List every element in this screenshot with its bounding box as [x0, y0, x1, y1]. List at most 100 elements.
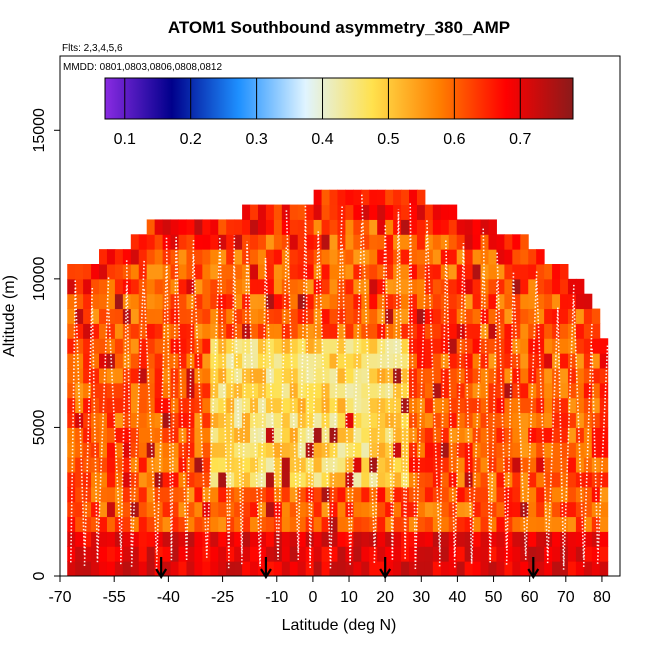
- heatmap-cell: [464, 264, 474, 280]
- heatmap-cell: [424, 442, 434, 458]
- flight-profile-segment: [404, 234, 411, 559]
- heatmap-cell: [321, 323, 331, 339]
- heatmap-cell: [393, 189, 402, 206]
- x-tick-label: -70: [48, 589, 71, 606]
- heatmap-cell: [99, 442, 108, 458]
- heatmap-cell: [432, 204, 442, 220]
- heatmap-cell: [226, 293, 235, 310]
- heatmap-cell: [99, 561, 108, 576]
- heatmap-cell: [401, 293, 410, 310]
- heatmap-cell: [552, 516, 561, 532]
- heatmap-cell: [591, 546, 601, 562]
- heatmap-cell: [472, 516, 482, 532]
- heatmap-cell: [591, 501, 601, 518]
- heatmap-cell: [83, 368, 92, 384]
- heatmap-cell: [194, 457, 203, 473]
- heatmap-cell: [289, 531, 299, 547]
- heatmap-cell: [599, 486, 609, 503]
- heatmap-cell: [567, 561, 577, 576]
- heatmap-cell: [472, 531, 482, 547]
- heatmap-cell: [377, 561, 386, 576]
- heatmap-cell: [424, 546, 434, 562]
- heatmap-cell: [369, 486, 378, 503]
- heatmap-cell: [273, 353, 283, 369]
- heatmap-cell: [242, 397, 251, 414]
- heatmap-cell: [456, 338, 466, 354]
- heatmap-cell: [583, 338, 593, 354]
- heatmap-cell: [329, 546, 338, 562]
- heatmap-cell: [560, 278, 569, 295]
- heatmap-cell: [416, 412, 426, 428]
- heatmap-cell: [146, 249, 156, 265]
- heatmap-cell: [138, 249, 148, 265]
- heatmap-cell: [75, 457, 84, 473]
- heatmap-cell: [528, 323, 537, 339]
- heatmap-cell: [337, 442, 346, 458]
- chart-title: ATOM1 Southbound asymmetry_380_AMP: [168, 18, 510, 37]
- heatmap-cell: [377, 293, 386, 310]
- heatmap-cell: [599, 457, 609, 473]
- heatmap-cell: [242, 323, 251, 339]
- heatmap-cell: [265, 472, 275, 488]
- heatmap-cell: [202, 219, 211, 235]
- heatmap-cell: [297, 427, 307, 443]
- heatmap-cell: [305, 561, 315, 576]
- heatmap-cell: [106, 249, 116, 265]
- heatmap-cell: [257, 293, 267, 310]
- heatmap-cell: [353, 427, 362, 443]
- heatmap-cell: [178, 516, 187, 532]
- heatmap-cell: [234, 501, 243, 518]
- heatmap-cell: [496, 501, 505, 518]
- heatmap-cell: [202, 457, 211, 473]
- heatmap-cell: [202, 501, 211, 518]
- heatmap-cell: [409, 531, 418, 547]
- heatmap-cell: [567, 278, 577, 295]
- heatmap-cell: [512, 472, 521, 488]
- heatmap-cell: [250, 368, 259, 384]
- heatmap-cell: [226, 382, 235, 399]
- heatmap-cell: [337, 249, 346, 265]
- heatmap-cell: [281, 472, 291, 488]
- heatmap-cell: [337, 472, 346, 488]
- flight-profile-segment: [192, 255, 208, 555]
- heatmap-cell: [416, 189, 426, 206]
- heatmap-cell: [305, 397, 315, 414]
- heatmap-cell: [329, 189, 338, 206]
- heatmap-cell: [416, 442, 426, 458]
- x-tick-label: 60: [521, 589, 539, 606]
- heatmap-cell: [591, 338, 601, 354]
- heatmap-cell: [345, 293, 354, 310]
- heatmap-cell: [369, 561, 378, 576]
- heatmap-cell: [528, 308, 537, 324]
- heatmap-cell: [257, 531, 267, 547]
- heatmap-cell: [544, 472, 553, 488]
- heatmap-cell: [591, 412, 601, 428]
- heatmap-cell: [464, 412, 474, 428]
- heatmap-cell: [265, 249, 275, 265]
- heatmap-cell: [552, 293, 561, 310]
- heatmap-cell: [448, 397, 458, 414]
- heatmap-cell: [464, 249, 474, 265]
- heatmap-cell: [114, 516, 124, 532]
- heatmap-cell: [567, 486, 577, 503]
- heatmap-cell: [456, 412, 466, 428]
- heatmap-cell: [186, 501, 195, 518]
- flight-profile-segment: [562, 284, 575, 570]
- heatmap-cell: [377, 204, 386, 220]
- heatmap-cell: [162, 546, 172, 562]
- heatmap-cell: [186, 546, 195, 562]
- heatmap-cell: [91, 293, 100, 310]
- heatmap-cell: [393, 323, 402, 339]
- flight-profile-segment: [329, 204, 343, 569]
- heatmap-cell: [122, 249, 132, 265]
- heatmap-cell: [567, 412, 577, 428]
- heatmap-cell: [218, 278, 227, 295]
- heatmap-cell: [544, 442, 553, 458]
- heatmap-cell: [385, 397, 394, 414]
- heatmap-cell: [488, 412, 497, 428]
- heatmap-cell: [496, 561, 505, 576]
- heatmap-cell: [560, 323, 569, 339]
- heatmap-cell: [353, 323, 362, 339]
- flight-profile-segment: [155, 265, 168, 569]
- heatmap-cell: [353, 368, 362, 384]
